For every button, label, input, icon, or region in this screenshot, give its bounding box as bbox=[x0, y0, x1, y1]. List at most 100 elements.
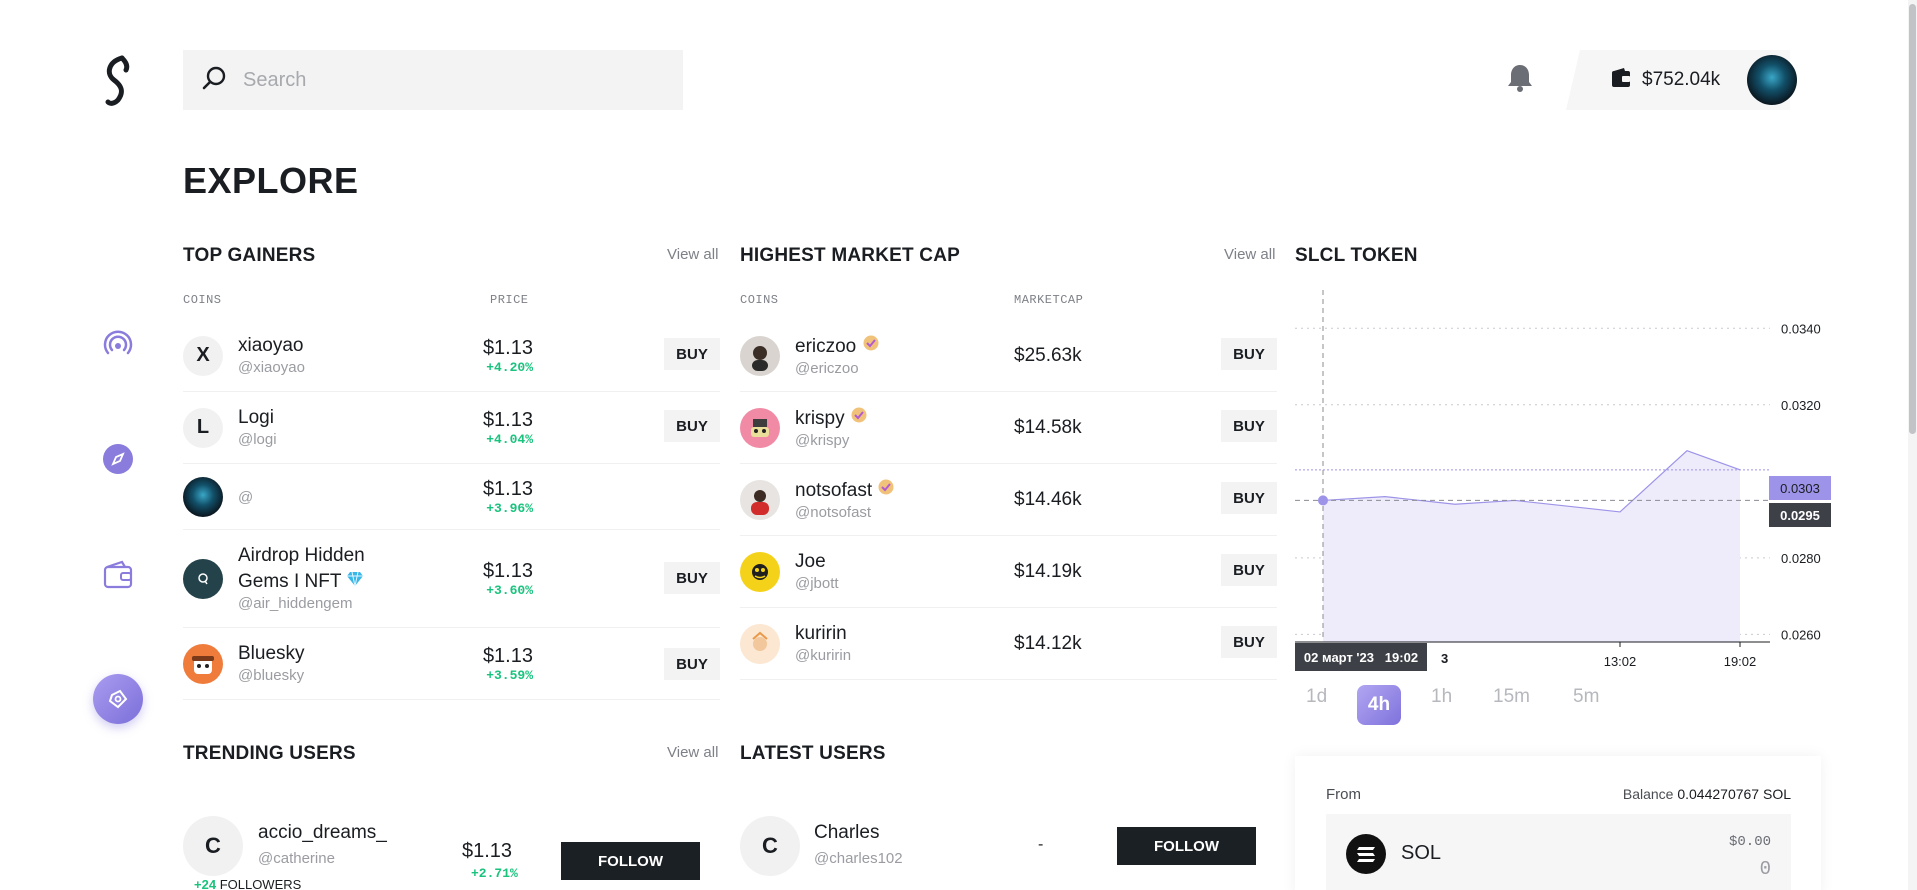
table-row[interactable]: X xiaoyao @xiaoyao $1.13 +4.20% BUY bbox=[183, 320, 720, 392]
y-tick-label: 0.0260 bbox=[1781, 627, 1821, 642]
buy-button[interactable]: BUY bbox=[664, 562, 720, 594]
gem-icon bbox=[346, 571, 364, 592]
table-row[interactable]: kuririn @kuririn $14.12k BUY bbox=[740, 608, 1277, 680]
y-tick-label: 0.0320 bbox=[1781, 398, 1821, 413]
broadcast-icon[interactable] bbox=[100, 326, 136, 362]
search-input[interactable] bbox=[243, 68, 663, 92]
latest-users-title: LATEST USERS bbox=[740, 743, 886, 764]
y-tick-label: 0.0280 bbox=[1781, 551, 1821, 566]
scrollbar-track[interactable] bbox=[1908, 0, 1917, 890]
coin-avatar bbox=[740, 335, 780, 376]
timeframe-1d[interactable]: 1d bbox=[1306, 686, 1328, 707]
price-area bbox=[1323, 450, 1740, 642]
user-avatar[interactable] bbox=[1747, 55, 1797, 105]
coin-price: $1.13 bbox=[482, 477, 533, 500]
buy-button[interactable]: BUY bbox=[664, 648, 720, 680]
compass-icon[interactable] bbox=[100, 441, 136, 477]
market-cap-col-coins: COINS bbox=[740, 293, 779, 307]
trending-users-title: TRENDING USERS bbox=[183, 743, 356, 764]
table-row[interactable]: Airdrop Hidden Gems I NFT @air_hiddengem… bbox=[183, 530, 720, 628]
coin-handle: @logi bbox=[238, 431, 277, 448]
coin-change: +3.60% bbox=[486, 582, 533, 598]
buy-button[interactable]: BUY bbox=[1221, 410, 1277, 442]
from-token-field[interactable]: SOL $0.00 0 bbox=[1326, 814, 1791, 890]
crosshair-date-label: 02 март '23 19:02 bbox=[1295, 643, 1427, 671]
coin-price: $1.13 bbox=[482, 336, 533, 359]
table-row[interactable]: krispy @krispy $14.58k BUY bbox=[740, 392, 1277, 464]
table-row[interactable]: @ $1.13 +3.96% bbox=[183, 464, 720, 530]
timeframe-1h[interactable]: 1h bbox=[1431, 686, 1453, 707]
user-name: Charles bbox=[814, 822, 880, 843]
balance-value: 0.044270767 SOL bbox=[1677, 786, 1791, 802]
highest-market-cap-title: HIGHEST MARKET CAP bbox=[740, 245, 960, 266]
followers-delta: +24 bbox=[194, 877, 217, 890]
timeframe-5m[interactable]: 5m bbox=[1573, 686, 1600, 707]
top-gainers-col-price: PRICE bbox=[490, 293, 529, 307]
coin-handle: @jbott bbox=[795, 575, 839, 592]
buy-button[interactable]: BUY bbox=[1221, 554, 1277, 586]
coin-name-line1: Airdrop Hidden bbox=[238, 545, 365, 566]
user-avatar: C bbox=[183, 816, 243, 876]
coin-name: Bluesky bbox=[238, 643, 305, 664]
coin-handle: @air_hiddengem bbox=[238, 595, 353, 612]
user-value: - bbox=[1038, 836, 1044, 853]
coin-avatar: L bbox=[183, 407, 223, 448]
search-icon bbox=[201, 65, 227, 96]
coin-change: +3.59% bbox=[486, 667, 533, 683]
timeframe-4h[interactable]: 4h bbox=[1357, 685, 1401, 725]
coin-change: +4.20% bbox=[486, 359, 533, 375]
wallet-amount: $752.04k bbox=[1642, 69, 1721, 90]
table-row[interactable]: Bluesky @bluesky $1.13 +3.59% BUY bbox=[183, 628, 720, 700]
trending-users-view-all[interactable]: View all bbox=[667, 744, 719, 761]
follow-button[interactable]: FOLLOW bbox=[1117, 827, 1256, 865]
slcl-token-title: SLCL TOKEN bbox=[1295, 245, 1418, 266]
coin-change: +3.96% bbox=[486, 500, 533, 516]
wallet-icon bbox=[1610, 67, 1632, 94]
user-name: accio_dreams_ bbox=[258, 822, 387, 843]
coin-name: xiaoyao bbox=[238, 335, 304, 356]
coin-handle: @ bbox=[238, 489, 254, 506]
buy-button[interactable]: BUY bbox=[1221, 482, 1277, 514]
coin-handle: @notsofast bbox=[795, 504, 872, 521]
crosshair-point bbox=[1318, 495, 1328, 506]
top-gainers-view-all[interactable]: View all bbox=[667, 246, 719, 263]
notification-bell-icon[interactable] bbox=[1505, 62, 1535, 94]
follow-button[interactable]: FOLLOW bbox=[561, 842, 700, 880]
coin-name: kuririn bbox=[795, 623, 847, 644]
timeframe-15m[interactable]: 15m bbox=[1493, 686, 1530, 707]
scrollbar-thumb[interactable] bbox=[1909, 4, 1916, 434]
table-row[interactable]: Joe @jbott $14.19k BUY bbox=[740, 536, 1277, 608]
wallet-icon[interactable] bbox=[100, 557, 136, 593]
coin-change: +4.04% bbox=[486, 431, 533, 447]
token-icon[interactable] bbox=[93, 674, 143, 724]
table-row[interactable]: notsofast @notsofast $14.46k BUY bbox=[740, 464, 1277, 536]
table-row[interactable]: ericzoo @ericzoo $25.63k BUY bbox=[740, 320, 1277, 392]
user-avatar: C bbox=[740, 816, 800, 876]
table-row[interactable]: L Logi @logi $1.13 +4.04% BUY bbox=[183, 392, 720, 464]
buy-button[interactable]: BUY bbox=[664, 410, 720, 442]
amount-input[interactable]: 0 bbox=[1759, 858, 1771, 880]
x-tick-partial: 3 bbox=[1441, 651, 1449, 666]
swap-panel: From Balance 0.044270767 SOL SOL $0.00 0 bbox=[1295, 756, 1821, 890]
highest-market-cap-view-all[interactable]: View all bbox=[1224, 246, 1276, 263]
coin-avatar bbox=[183, 558, 223, 599]
coin-marketcap: $25.63k bbox=[1014, 344, 1082, 366]
coin-name: Logi bbox=[238, 407, 274, 428]
usd-value: $0.00 bbox=[1728, 834, 1771, 850]
search-bar[interactable] bbox=[183, 50, 683, 110]
token-name[interactable]: SOL bbox=[1401, 842, 1442, 864]
user-change: +2.71% bbox=[471, 866, 518, 881]
price-chart[interactable]: 0.0260 0.0280 0.0320 0.0340 13:02 19:02 bbox=[1295, 290, 1855, 670]
followers-count: +24 FOLLOWERS bbox=[194, 877, 301, 890]
user-handle: @catherine bbox=[258, 850, 335, 867]
coin-avatar bbox=[740, 479, 780, 520]
x-tick-label: 13:02 bbox=[1604, 654, 1637, 669]
buy-button[interactable]: BUY bbox=[664, 338, 720, 370]
buy-button[interactable]: BUY bbox=[1221, 626, 1277, 658]
buy-button[interactable]: BUY bbox=[1221, 338, 1277, 370]
coin-handle: @xiaoyao bbox=[238, 359, 305, 376]
price-line bbox=[1322, 450, 1741, 513]
app-logo[interactable] bbox=[98, 54, 138, 108]
x-tick-label: 19:02 bbox=[1724, 654, 1757, 669]
coin-avatar bbox=[183, 643, 223, 684]
